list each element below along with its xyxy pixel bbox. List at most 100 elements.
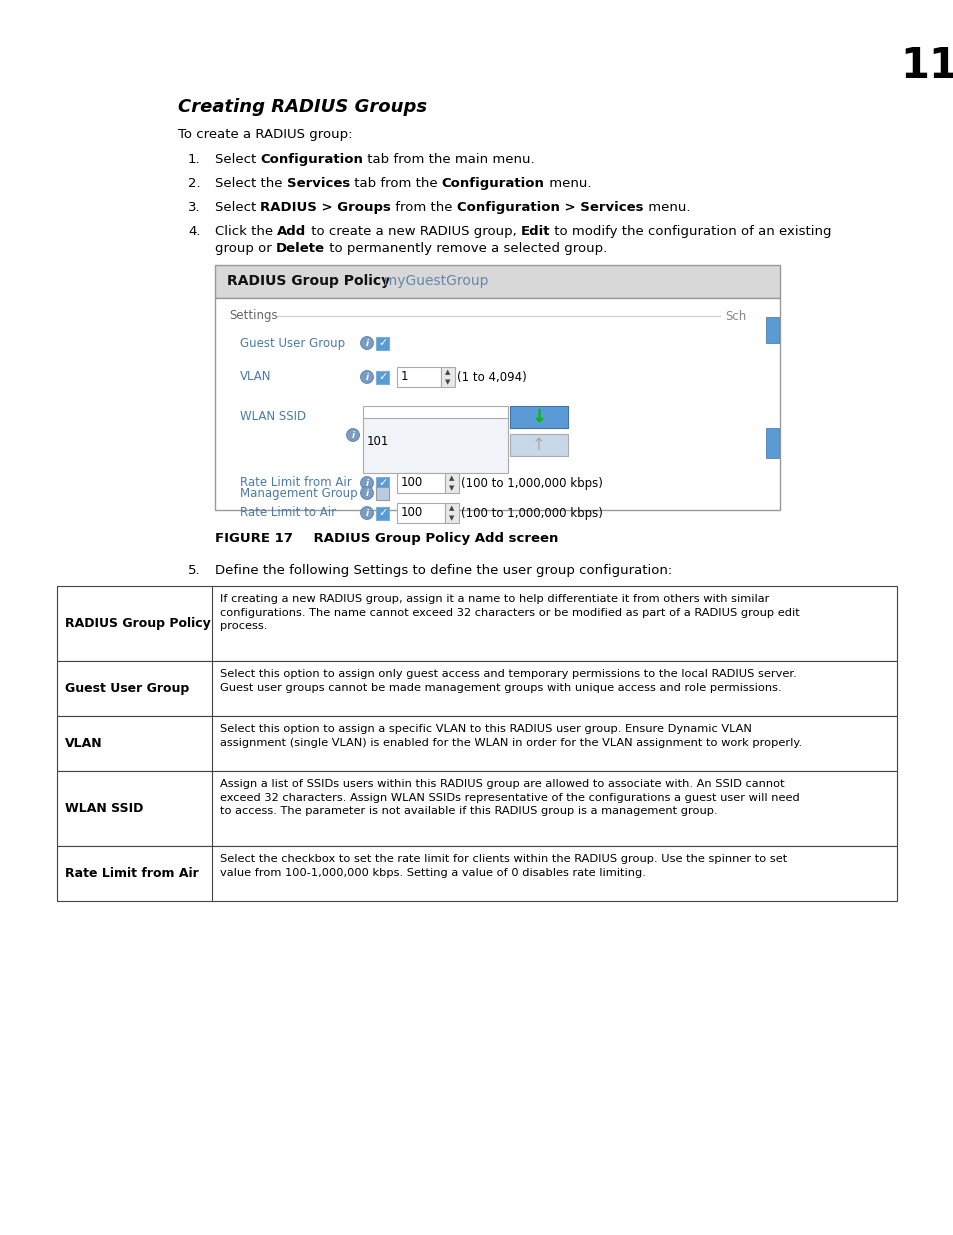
Text: Settings: Settings <box>229 310 277 322</box>
Text: Management Group: Management Group <box>240 487 357 499</box>
Text: 1.: 1. <box>188 153 200 165</box>
Text: Edit: Edit <box>520 225 550 238</box>
Text: To create a RADIUS group:: To create a RADIUS group: <box>178 128 352 141</box>
Bar <box>765 317 779 343</box>
Text: from the: from the <box>391 201 456 214</box>
Text: 100: 100 <box>400 477 423 489</box>
Circle shape <box>360 336 374 350</box>
Bar <box>376 477 389 489</box>
Text: ▲: ▲ <box>445 369 450 375</box>
Text: (100 to 1,000,000 kbps): (100 to 1,000,000 kbps) <box>460 506 602 520</box>
Bar <box>510 433 567 456</box>
Bar <box>376 370 389 384</box>
Text: ✓: ✓ <box>378 508 387 517</box>
Text: Creating RADIUS Groups: Creating RADIUS Groups <box>178 98 427 116</box>
Text: i: i <box>365 478 368 488</box>
Text: ↓: ↓ <box>531 408 546 426</box>
Bar <box>376 506 389 520</box>
Text: i: i <box>365 509 368 517</box>
Text: group or: group or <box>214 242 275 254</box>
Bar <box>376 487 389 499</box>
Bar <box>444 473 458 493</box>
Text: Select this option to assign only guest access and temporary permissions to the : Select this option to assign only guest … <box>220 669 796 693</box>
Bar <box>214 298 780 510</box>
Text: 1: 1 <box>400 370 408 384</box>
Circle shape <box>360 477 374 489</box>
Bar <box>440 367 455 387</box>
Text: to create a new RADIUS group,: to create a new RADIUS group, <box>306 225 520 238</box>
Text: Select the checkbox to set the rate limit for clients within the RADIUS group. U: Select the checkbox to set the rate limi… <box>220 853 786 878</box>
Text: Select this option to assign a specific VLAN to this RADIUS user group. Ensure D: Select this option to assign a specific … <box>220 724 801 747</box>
Text: Select: Select <box>214 153 260 165</box>
Text: Select the: Select the <box>214 177 287 190</box>
Text: VLAN: VLAN <box>240 370 272 384</box>
Text: Click the: Click the <box>214 225 277 238</box>
Circle shape <box>360 487 374 499</box>
Text: FIGURE 17: FIGURE 17 <box>214 532 293 545</box>
Bar <box>214 266 780 298</box>
Text: i: i <box>351 431 355 440</box>
Text: 2.: 2. <box>188 177 200 190</box>
Text: 11: 11 <box>899 44 953 86</box>
Text: i: i <box>365 373 368 382</box>
Circle shape <box>360 370 374 384</box>
Text: ▲: ▲ <box>449 505 455 511</box>
Text: Add: Add <box>277 225 306 238</box>
Text: Define the following Settings to define the user group configuration:: Define the following Settings to define … <box>214 564 672 577</box>
Bar <box>57 846 896 902</box>
Bar <box>376 336 389 350</box>
Text: RADIUS Group Policy Add screen: RADIUS Group Policy Add screen <box>294 532 558 545</box>
Text: Configuration: Configuration <box>260 153 363 165</box>
Text: Rate Limit from Air: Rate Limit from Air <box>240 477 352 489</box>
Text: i: i <box>365 338 368 347</box>
Text: Rate Limit to Air: Rate Limit to Air <box>240 506 335 520</box>
Text: ▼: ▼ <box>449 485 455 492</box>
Text: menu.: menu. <box>544 177 591 190</box>
Bar <box>57 661 896 716</box>
Bar <box>57 716 896 771</box>
Bar <box>363 406 507 429</box>
Bar <box>396 503 444 522</box>
Text: tab from the: tab from the <box>350 177 441 190</box>
Bar <box>363 417 507 473</box>
Circle shape <box>346 429 359 441</box>
Text: RADIUS Group Policy: RADIUS Group Policy <box>227 274 390 289</box>
Text: (1 to 4,094): (1 to 4,094) <box>456 370 526 384</box>
Text: 5.: 5. <box>188 564 200 577</box>
Text: menu.: menu. <box>643 201 689 214</box>
Text: RADIUS > Groups: RADIUS > Groups <box>260 201 391 214</box>
Text: ✓: ✓ <box>378 338 387 348</box>
Bar <box>396 473 444 493</box>
Bar <box>57 771 896 846</box>
Text: Guest User Group: Guest User Group <box>65 682 189 695</box>
Text: ▼: ▼ <box>445 379 450 385</box>
Text: Rate Limit from Air: Rate Limit from Air <box>65 867 198 881</box>
Text: Configuration > Services: Configuration > Services <box>456 201 643 214</box>
Text: WLAN SSID: WLAN SSID <box>65 802 143 815</box>
Text: VLAN: VLAN <box>65 737 103 750</box>
Text: If creating a new RADIUS group, assign it a name to help differentiate it from o: If creating a new RADIUS group, assign i… <box>220 594 799 631</box>
Circle shape <box>360 506 374 520</box>
Text: i: i <box>365 489 368 498</box>
Text: Services: Services <box>287 177 350 190</box>
Text: WLAN SSID: WLAN SSID <box>240 410 306 424</box>
Bar <box>444 503 458 522</box>
Text: ↑: ↑ <box>532 436 545 454</box>
Text: to permanently remove a selected group.: to permanently remove a selected group. <box>325 242 607 254</box>
Text: ▼: ▼ <box>449 515 455 521</box>
Text: ✓: ✓ <box>378 372 387 382</box>
Bar <box>396 367 440 387</box>
Text: tab from the main menu.: tab from the main menu. <box>363 153 535 165</box>
Text: ▲: ▲ <box>449 475 455 480</box>
Bar <box>765 429 779 458</box>
Text: Configuration: Configuration <box>441 177 544 190</box>
Bar <box>57 585 896 661</box>
Text: Guest User Group: Guest User Group <box>240 336 345 350</box>
Text: 3.: 3. <box>188 201 200 214</box>
Text: 101: 101 <box>367 435 389 448</box>
Text: Select: Select <box>214 201 260 214</box>
Text: 100: 100 <box>400 506 423 520</box>
Text: Delete: Delete <box>275 242 325 254</box>
Text: ✓: ✓ <box>378 478 387 488</box>
Text: myGuestGroup: myGuestGroup <box>375 274 488 289</box>
